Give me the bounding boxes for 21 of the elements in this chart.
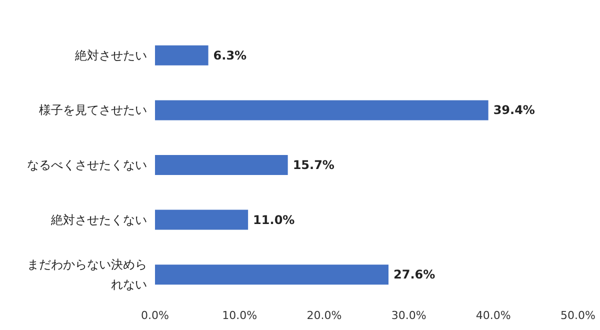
y-tick-label: まだわからない決められない bbox=[27, 258, 147, 292]
bar bbox=[155, 264, 388, 285]
bar bbox=[155, 45, 208, 66]
data-label: 39.4% bbox=[493, 103, 535, 118]
x-tick-label: 0.0% bbox=[141, 309, 169, 322]
x-tick-label: 30.0% bbox=[391, 309, 426, 322]
x-tick-label: 40.0% bbox=[476, 309, 511, 322]
x-tick-label: 20.0% bbox=[306, 309, 342, 322]
y-tick-label: 様子を見てさせたい bbox=[39, 103, 147, 118]
data-label: 27.6% bbox=[393, 268, 436, 282]
x-tick-label: 50.0% bbox=[560, 309, 596, 322]
bar bbox=[155, 210, 248, 230]
data-label: 11.0% bbox=[253, 212, 295, 227]
y-tick-label: 絶対させたくない bbox=[50, 212, 147, 227]
bar bbox=[155, 155, 288, 175]
bar bbox=[155, 100, 488, 120]
data-label: 15.7% bbox=[292, 158, 334, 172]
data-label: 6.3% bbox=[213, 48, 247, 62]
y-tick-label: なるべくさせたくない bbox=[27, 158, 147, 172]
y-tick-label: 絶対させたい bbox=[74, 48, 147, 62]
x-tick-label: 10.0% bbox=[222, 309, 258, 322]
